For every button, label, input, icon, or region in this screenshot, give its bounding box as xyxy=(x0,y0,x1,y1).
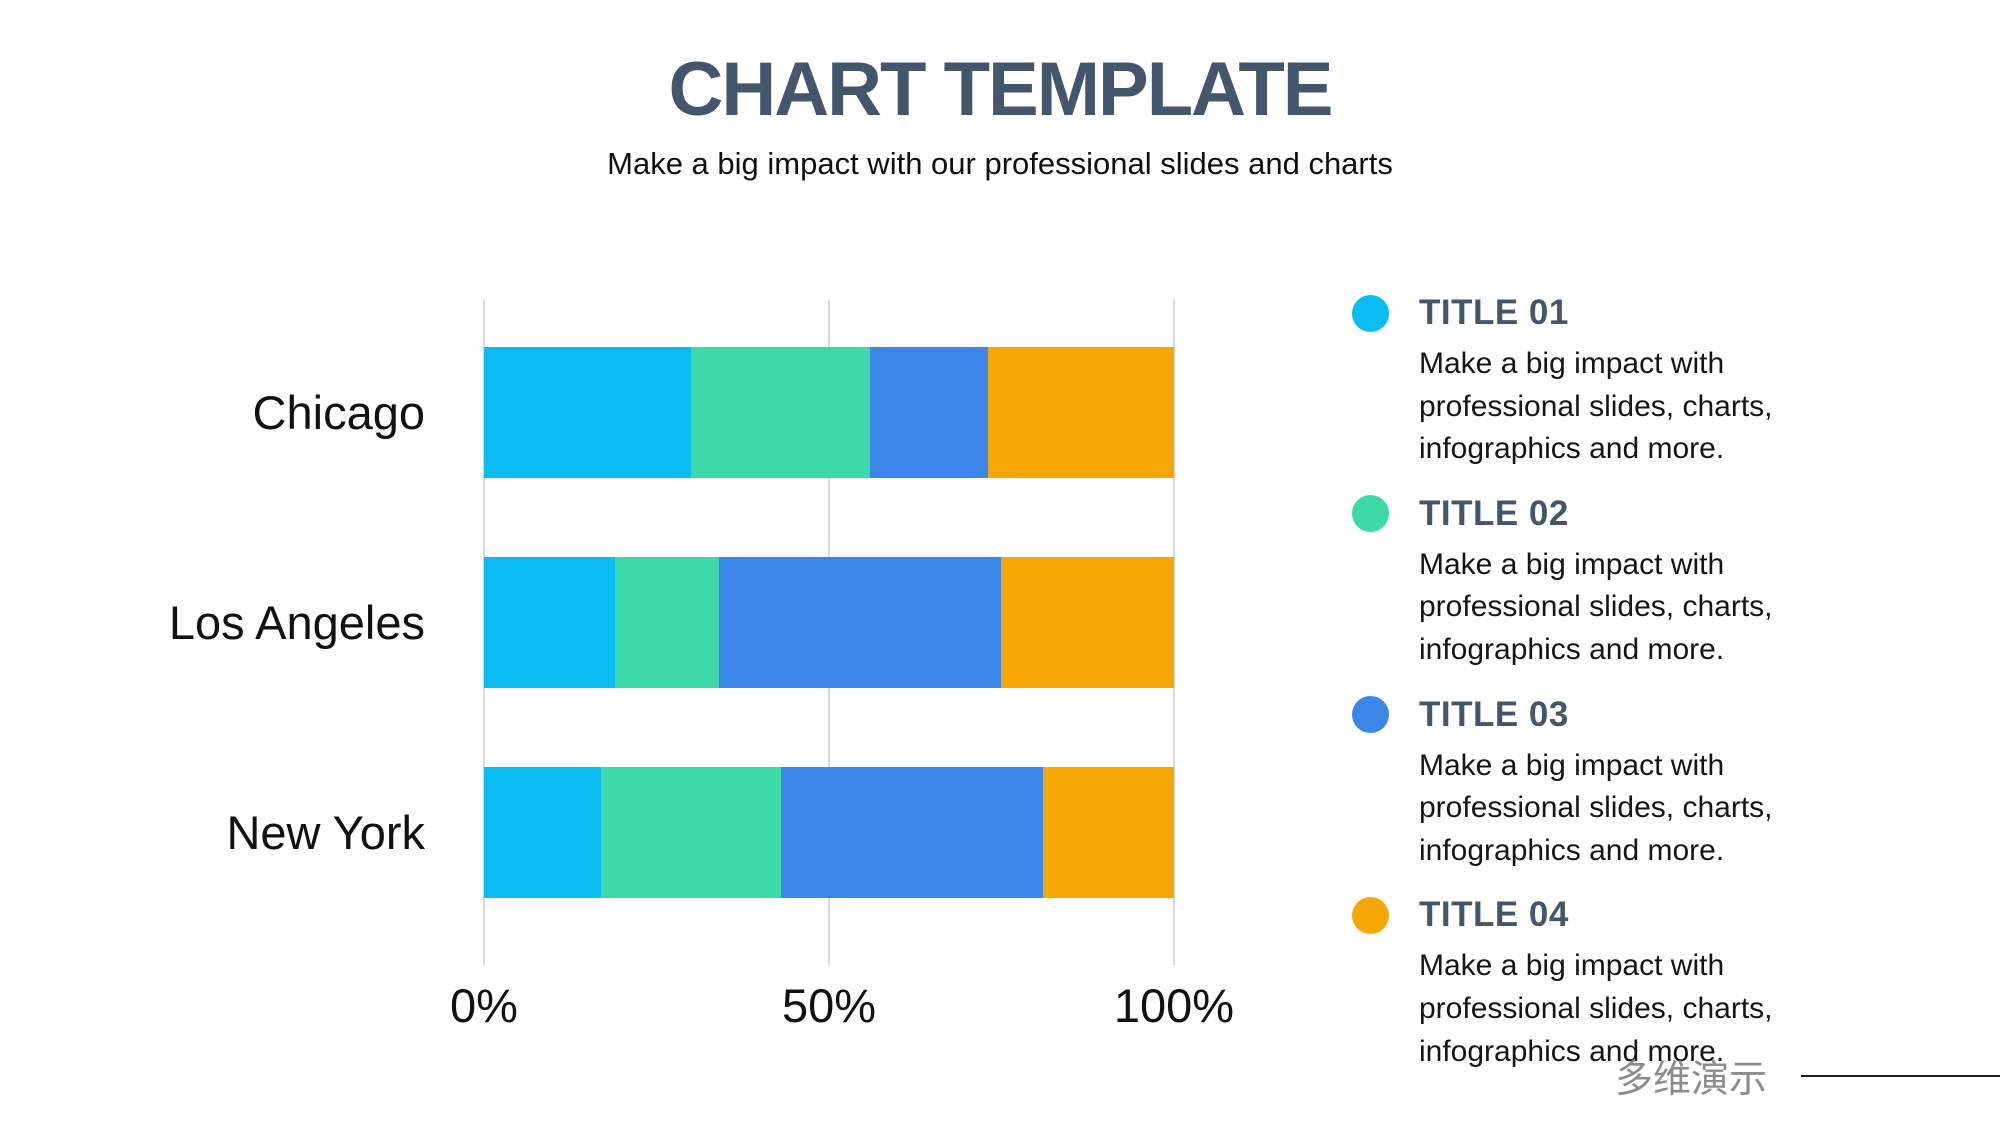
chart-legend: TITLE 01 Make a big impact with professi… xyxy=(1352,293,1812,1096)
legend-item-description: Make a big impact with professional slid… xyxy=(1419,949,1773,1068)
chart-category-labels: Chicago Los Angeles New York xyxy=(0,300,425,965)
category-label-chicago: Chicago xyxy=(252,386,425,439)
page-title: CHART TEMPLATE xyxy=(668,47,1334,132)
chart-x-axis-labels: 0% 50% 100% xyxy=(450,978,1234,1048)
legend-item-title: TITLE 02 xyxy=(1419,493,1569,533)
category-label-los-angeles: Los Angeles xyxy=(168,596,425,649)
legend-item-description: Make a big impact with professional slid… xyxy=(1419,347,1773,466)
bar-row-new-york xyxy=(484,767,1174,898)
page-subtitle: Make a big impact with our professional … xyxy=(607,145,1393,181)
legend-item-title: TITLE 03 xyxy=(1419,694,1569,734)
bar-segment-title-04 xyxy=(1042,767,1174,898)
legend-item-2: TITLE 02 Make a big impact with professi… xyxy=(1352,494,1812,672)
bar-row-los-angeles xyxy=(484,557,1174,688)
bar-segment-title-03 xyxy=(870,347,988,478)
legend-item-description: Make a big impact with professional slid… xyxy=(1419,748,1773,867)
bar-row-chicago xyxy=(484,347,1174,478)
slide-header: CHART TEMPLATE Make a big impact with ou… xyxy=(0,0,2000,182)
bar-segment-title-04 xyxy=(1001,557,1174,688)
bar-segment-title-02 xyxy=(615,557,719,688)
legend-color-dot-icon xyxy=(1352,696,1389,734)
bar-segment-title-01 xyxy=(484,767,602,898)
watermark: 多维演示 xyxy=(1615,1048,2000,1103)
category-label-new-york: New York xyxy=(226,806,425,859)
gridline-100% xyxy=(1173,300,1175,965)
legend-item-4: TITLE 04 Make a big impact with professi… xyxy=(1352,895,1812,1073)
x-tick-label-100%: 100% xyxy=(1113,979,1235,1032)
bar-segment-title-04 xyxy=(987,347,1174,478)
legend-item-title: TITLE 04 xyxy=(1419,895,1569,935)
bar-segment-title-01 xyxy=(484,347,691,478)
x-tick-label-0%: 0% xyxy=(450,979,518,1032)
x-tick-label-50%: 50% xyxy=(781,979,877,1032)
legend-item-description: Make a big impact with professional slid… xyxy=(1419,547,1773,666)
bar-segment-title-01 xyxy=(484,557,616,688)
watermark-text: 多维演示 xyxy=(1615,1057,1768,1101)
bar-segment-title-03 xyxy=(780,767,1043,898)
bar-segment-title-02 xyxy=(601,767,781,898)
legend-color-dot-icon xyxy=(1352,294,1389,332)
watermark-line xyxy=(1801,1074,2000,1077)
bar-segment-title-03 xyxy=(718,557,1002,688)
stacked-bar-chart-plot xyxy=(483,300,1175,965)
legend-item-3: TITLE 03 Make a big impact with professi… xyxy=(1352,695,1812,873)
legend-item-title: TITLE 01 xyxy=(1419,293,1569,332)
legend-color-dot-icon xyxy=(1352,495,1389,533)
legend-color-dot-icon xyxy=(1352,896,1389,934)
legend-item-1: TITLE 01 Make a big impact with professi… xyxy=(1352,293,1812,471)
bar-segment-title-02 xyxy=(691,347,871,478)
